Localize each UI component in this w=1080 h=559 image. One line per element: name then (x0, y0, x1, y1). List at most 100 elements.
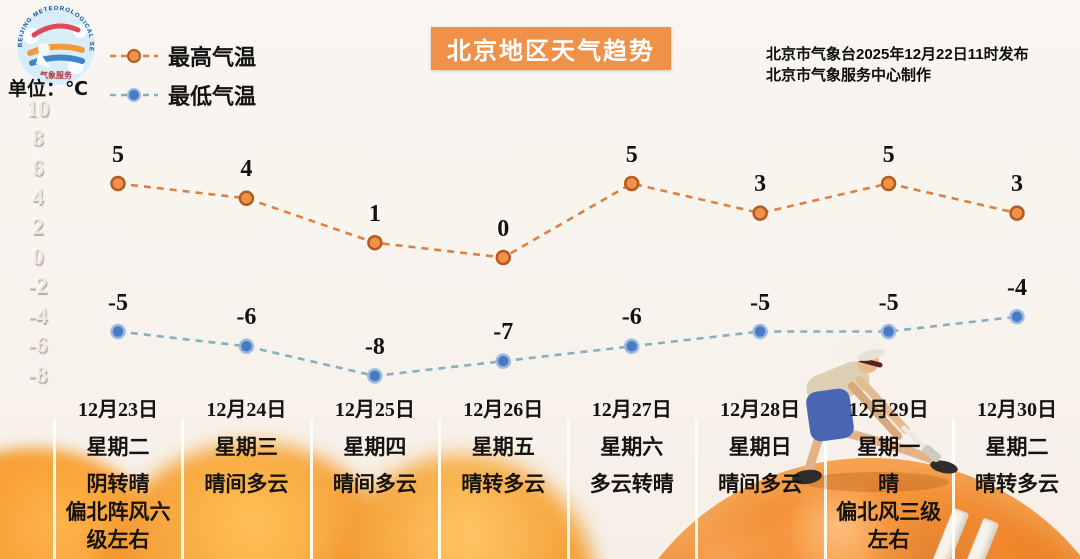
day-column: 12月30日 星期二晴转多云 (952, 393, 1080, 499)
date-label: 12月24日 (206, 399, 287, 421)
low-temp-value-label: -5 (108, 289, 128, 316)
day-column: 12月27日 星期六多云转晴 (567, 393, 697, 499)
high-temp-line-sample-icon (110, 49, 158, 63)
page-title: 北京地区天气趋势 (431, 27, 671, 70)
unit-label: 单位：℃ (8, 79, 89, 100)
column-divider (309, 418, 313, 559)
high-temp-marker (367, 234, 383, 251)
issue-info: 北京市气象台2025年12月22日11时发布 北京市气象服务中心制作 (766, 44, 1029, 86)
high-temp-marker (1009, 205, 1025, 221)
weather-label-line: 晴间多云 (204, 473, 289, 496)
weather-label: 晴转多云 (952, 471, 1080, 499)
column-divider (566, 418, 570, 559)
y-axis-tick: 10 (26, 95, 50, 121)
low-temp-marker (367, 368, 383, 384)
column-divider (823, 418, 827, 559)
y-axis-tick: -6 (28, 332, 48, 358)
column-divider (53, 418, 56, 559)
y-axis-tick: 8 (32, 125, 44, 151)
column-divider (952, 418, 955, 559)
high-temp-value-label: 5 (882, 141, 895, 168)
high-temp-value-label: 3 (754, 171, 767, 198)
day-column: 12月26日 星期五晴转多云 (438, 393, 568, 499)
y-axis-tick: 2 (32, 213, 44, 239)
low-temp-line-sample-icon (110, 88, 158, 102)
low-temp-value-label: -4 (1007, 274, 1027, 301)
day-column: 12月24日 星期三晴间多云 (181, 393, 311, 499)
weather-label-line: 级左右 (86, 529, 150, 552)
weather-label-line: 偏北风三级 (836, 501, 942, 524)
high-temp-value-label: 0 (497, 215, 510, 242)
weather-label-line: 偏北阵风六 (65, 501, 171, 524)
weekday-label: 星期一 (857, 436, 921, 459)
high-temp-marker (752, 205, 768, 221)
weekday-label: 星期六 (600, 436, 664, 459)
low-temp-marker (1009, 308, 1025, 325)
date-label: 12月28日 (720, 399, 801, 421)
date-label: 12月25日 (334, 399, 415, 421)
low-temp-marker (238, 338, 255, 355)
high-temp-value-label: 1 (368, 200, 381, 227)
low-temp-marker (110, 323, 126, 340)
legend-label-low: 最低气温 (168, 84, 257, 109)
high-temp-value-label: 4 (240, 156, 253, 183)
y-axis-tick: -4 (28, 302, 48, 328)
y-axis-tick: 6 (32, 154, 44, 180)
column-divider (695, 418, 699, 559)
weather-label: 多云转晴 (567, 471, 697, 499)
low-temp-marker (623, 338, 640, 355)
weekday-label: 星期日 (728, 436, 792, 459)
legend: 最高气温 最低气温 (110, 42, 256, 120)
y-axis-tick: -2 (28, 273, 48, 299)
high-temp-line (117, 182, 1018, 259)
weather-label-line: 左右 (867, 529, 910, 552)
weather-label-line: 阴转晴 (86, 473, 150, 496)
weekday-label: 星期二 (985, 436, 1049, 459)
low-temp-value-label: -8 (364, 333, 385, 360)
weekday-label: 星期五 (471, 436, 535, 459)
weather-label-line: 晴转多云 (975, 473, 1059, 496)
high-temp-marker (880, 175, 897, 192)
weekday-label: 星期四 (343, 436, 407, 459)
day-column: 12月29日 星期一晴偏北风三级 左右 (824, 393, 954, 555)
weather-label-line: 晴间多云 (718, 473, 803, 496)
weekday-label: 星期二 (86, 436, 150, 459)
day-column: 12月25日 星期四晴间多云 (310, 393, 440, 499)
weather-label: 晴转多云 (438, 471, 568, 499)
day-column: 12月23日 星期二 阴转晴 偏北阵风六 级左右 (53, 393, 183, 555)
high-temp-marker (623, 175, 640, 192)
high-temp-marker (110, 175, 126, 192)
weather-label: 晴间多云 (181, 471, 311, 499)
low-temp-value-label: -5 (878, 289, 899, 316)
high-temp-value-label: 5 (112, 141, 124, 168)
weather-label-line: 晴转多云 (461, 473, 546, 496)
date-label: 12月26日 (463, 399, 544, 421)
y-axis-tick: 4 (32, 184, 44, 210)
weekday-label: 星期三 (214, 436, 278, 459)
low-temp-value-label: -6 (621, 304, 642, 331)
date-label: 12月27日 (591, 399, 672, 421)
legend-item-high: 最高气温 (110, 42, 256, 70)
legend-item-low: 最低气温 (110, 81, 256, 109)
weather-label-line: 晴间多云 (332, 473, 417, 496)
high-temp-value-label: 5 (625, 141, 638, 168)
issue-line-1: 北京市气象台2025年12月22日11时发布 (766, 46, 1029, 63)
weather-label: 晴间多云 (310, 471, 440, 499)
low-temp-marker (495, 353, 512, 369)
weather-label: 晴偏北风三级 左右 (824, 471, 954, 555)
high-temp-marker (495, 249, 512, 266)
column-divider (181, 418, 185, 559)
weather-label: 阴转晴偏北阵风六级左右 (53, 471, 183, 555)
low-temp-marker (752, 323, 768, 340)
weather-label-line: 多云转晴 (589, 473, 674, 496)
low-temp-value-label: -5 (750, 289, 771, 316)
weather-label-line: 晴 (878, 473, 900, 496)
date-label: 12月30日 (977, 399, 1057, 421)
y-axis-tick: -8 (28, 361, 48, 387)
day-column: 12月28日 星期日晴间多云 (695, 393, 825, 499)
logo-bottom-text: 气象服务 (39, 70, 73, 80)
column-divider (438, 418, 442, 559)
high-temp-value-label: 3 (1011, 171, 1023, 198)
issue-line-2: 北京市气象服务中心制作 (766, 67, 932, 84)
